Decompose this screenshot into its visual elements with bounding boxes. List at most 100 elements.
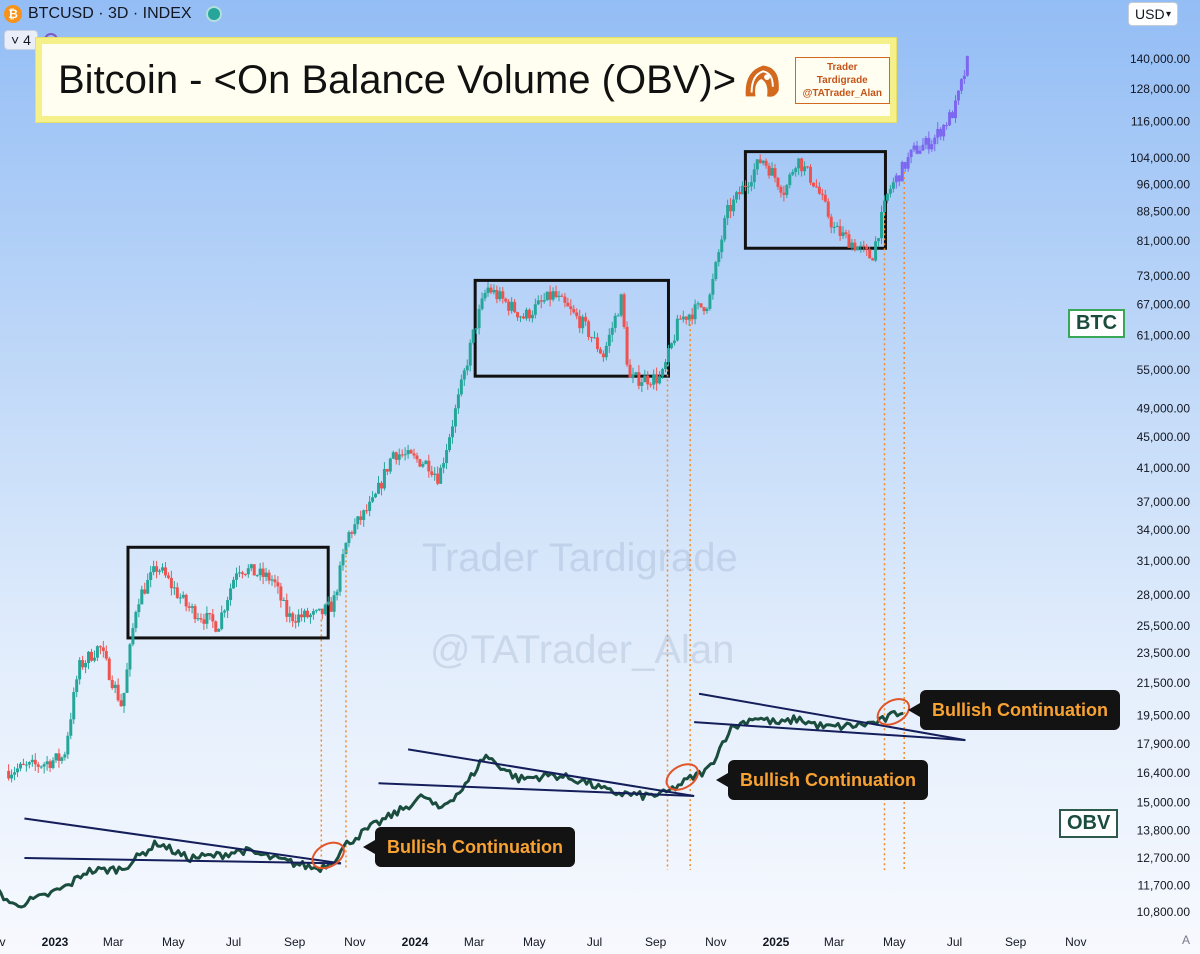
candle [158, 568, 162, 575]
y-tick-label: 21,500.00 [1137, 676, 1191, 690]
candle [240, 570, 244, 579]
candle [740, 181, 744, 195]
candle [835, 222, 839, 228]
x-tick-label: May [162, 935, 185, 949]
y-tick-label: 25,500.00 [1137, 619, 1191, 633]
candle [403, 447, 407, 461]
consolidation-box-1 [126, 545, 330, 640]
candle [249, 563, 253, 572]
x-tick-label: Sep [284, 935, 306, 949]
candle [30, 754, 34, 767]
candle [930, 139, 934, 152]
candle [524, 307, 528, 321]
x-tick-label: Jul [226, 935, 241, 949]
candle [829, 213, 833, 234]
candle [122, 692, 126, 713]
y-tick-label: 49,000.00 [1137, 402, 1191, 416]
candle [308, 612, 312, 624]
candle [462, 367, 466, 386]
candle [607, 328, 611, 353]
candle [575, 308, 579, 320]
candle [16, 763, 20, 777]
currency-selector[interactable]: USD ▾ [1128, 2, 1178, 26]
candle [693, 299, 697, 325]
candle [131, 623, 135, 647]
candle [634, 371, 638, 376]
candle [655, 367, 659, 391]
candle [232, 576, 236, 589]
candle [338, 561, 342, 596]
candle [311, 608, 315, 620]
y-tick-label: 34,000.00 [1137, 523, 1191, 537]
brand-line-2: @TATrader_Alan [802, 87, 882, 99]
btc-candles [7, 55, 969, 783]
indicator-count[interactable]: ˅ 4 [4, 30, 38, 50]
candle [326, 596, 330, 606]
candle [276, 576, 280, 594]
candle [350, 530, 354, 539]
candle [942, 123, 946, 141]
candle [951, 110, 955, 119]
candle [146, 573, 150, 594]
candle [530, 310, 534, 323]
candle [175, 582, 179, 599]
candle [42, 762, 46, 774]
candle [868, 246, 872, 259]
candle [116, 678, 120, 702]
candle [885, 193, 889, 204]
candle [598, 346, 602, 354]
y-tick-label: 96,000.00 [1137, 178, 1191, 192]
candle [699, 303, 703, 309]
candle [566, 297, 570, 307]
x-tick-label: 2025 [763, 935, 790, 949]
candle [761, 160, 765, 166]
brand-line-1: Trader Tardigrade [816, 61, 868, 86]
candle [628, 359, 632, 378]
candle [912, 142, 916, 153]
candle [927, 131, 931, 154]
callout-bullish-3: Bullish Continuation [908, 690, 1120, 730]
candle [832, 222, 836, 234]
x-tick-label: May [883, 935, 906, 949]
candle [279, 582, 283, 608]
candle [87, 650, 91, 670]
candle [640, 378, 644, 393]
candle [510, 297, 514, 314]
candle [317, 608, 321, 612]
candle [261, 562, 265, 585]
y-tick-label: 140,000.00 [1130, 52, 1190, 66]
candle [63, 751, 67, 761]
candle [548, 285, 552, 307]
candle [329, 597, 333, 612]
candle [601, 350, 605, 362]
candle [84, 660, 88, 674]
candle [81, 655, 85, 670]
candle [202, 613, 206, 630]
candle [196, 612, 200, 622]
candle [616, 313, 620, 317]
candle [794, 166, 798, 177]
y-tick-label: 61,000.00 [1137, 329, 1191, 343]
candle [948, 109, 952, 127]
candle [746, 182, 750, 194]
candle [98, 645, 102, 655]
candle [24, 761, 28, 772]
candle [252, 564, 256, 576]
y-tick-label: 81,000.00 [1137, 234, 1191, 248]
candle [161, 563, 165, 574]
candle [652, 369, 656, 390]
candle [584, 312, 588, 326]
candle [57, 748, 61, 768]
candle [643, 369, 647, 383]
symbol-header[interactable]: ₿ BTCUSD · 3D · INDEX [4, 3, 222, 25]
candle [646, 371, 650, 390]
candle [841, 226, 845, 239]
candle [862, 240, 866, 253]
candle [519, 315, 523, 323]
candle [595, 332, 599, 353]
y-tick-label: 28,000.00 [1137, 588, 1191, 602]
candle [563, 292, 567, 308]
candle [714, 260, 718, 282]
